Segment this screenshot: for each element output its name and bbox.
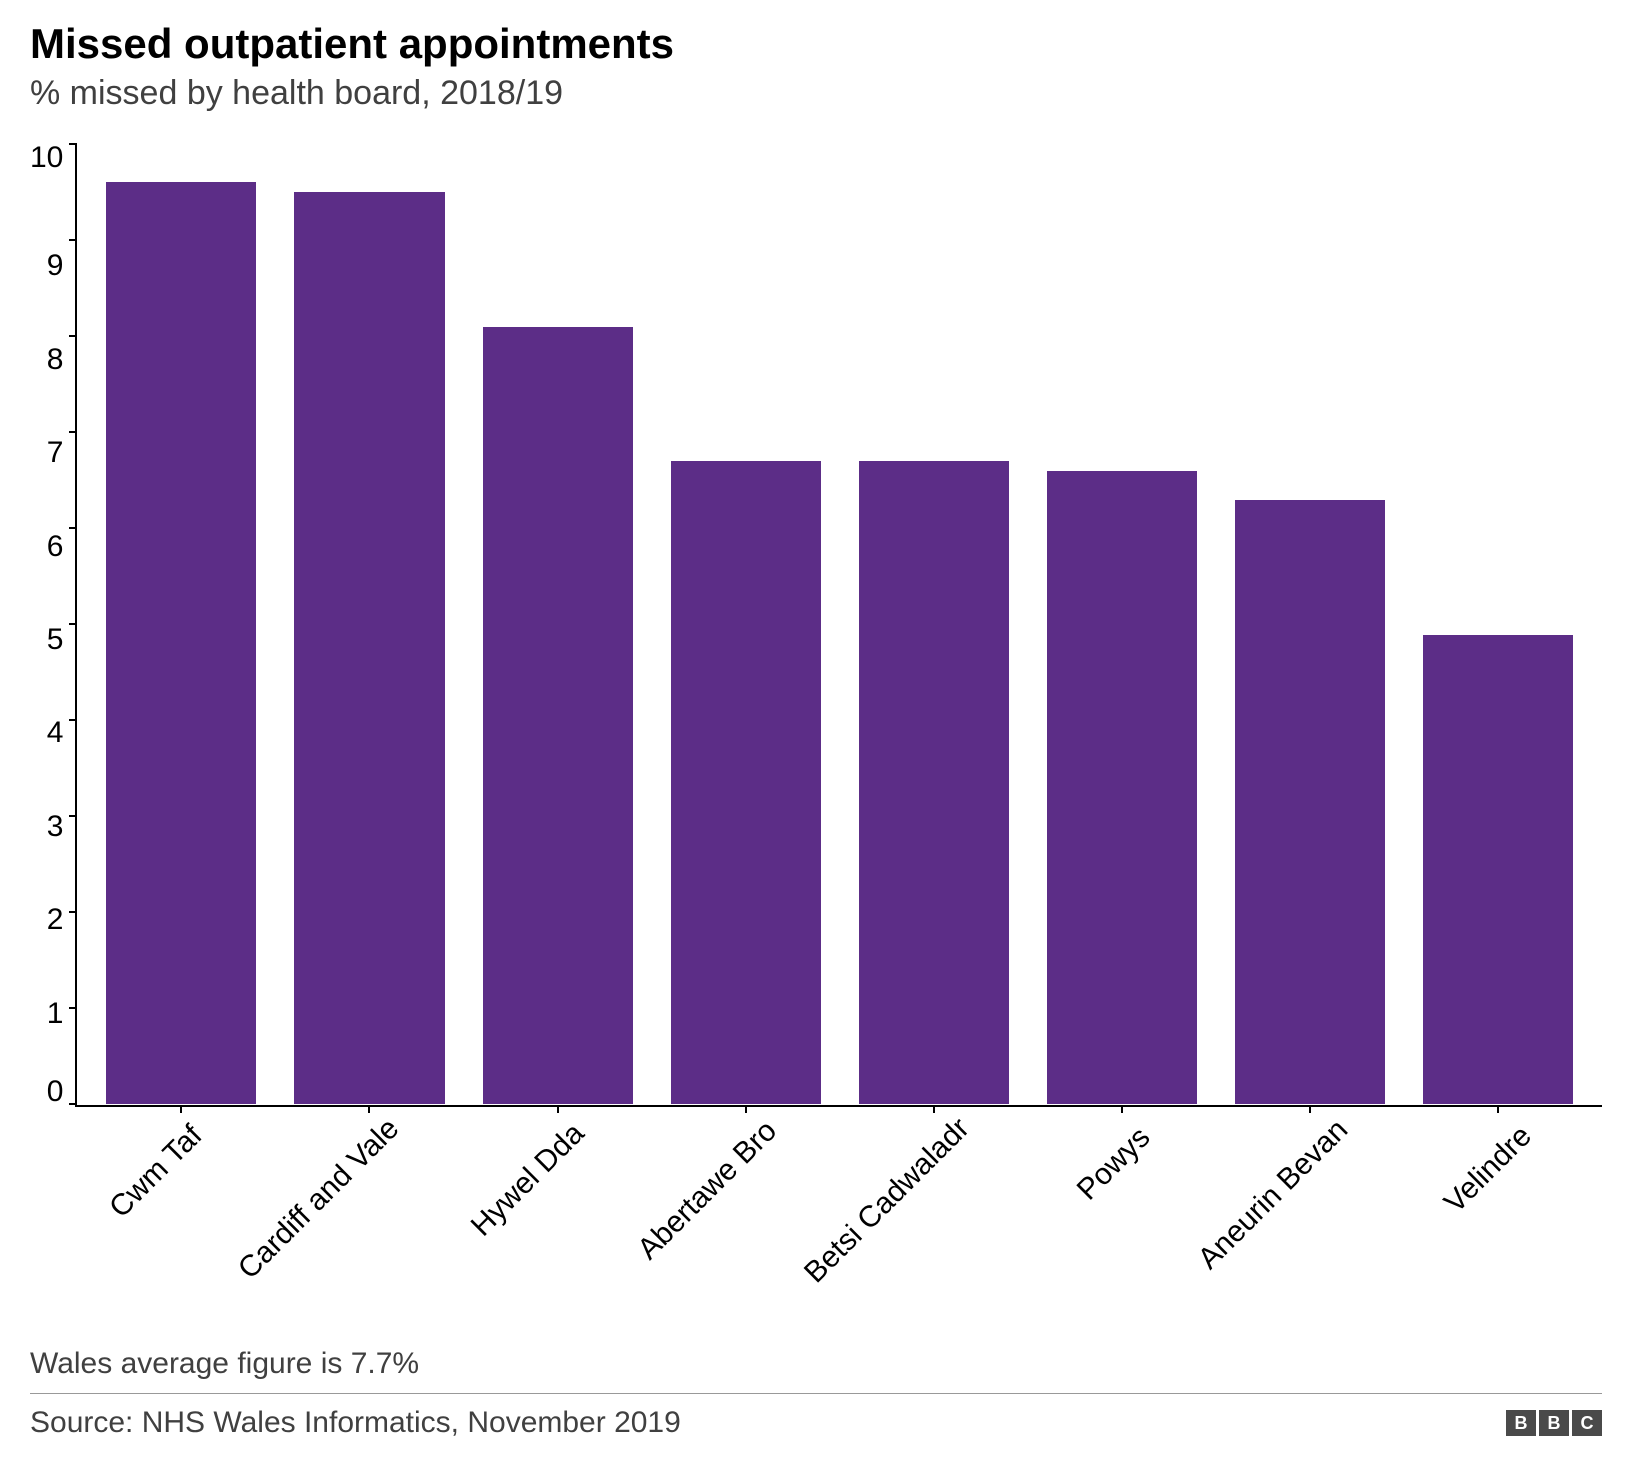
chart-source: Source: NHS Wales Informatics, November … bbox=[30, 1406, 681, 1440]
x-axis-label: Hywel Dda bbox=[465, 1117, 592, 1244]
bbc-logo: B B C bbox=[1506, 1410, 1602, 1436]
bar-slot bbox=[275, 143, 463, 1105]
y-tick-label: 10 bbox=[30, 143, 63, 173]
y-tick-mark bbox=[69, 1103, 77, 1105]
plot-area: 109876543210 bbox=[30, 143, 1602, 1107]
x-axis-label: Abertawe Bro bbox=[631, 1114, 784, 1267]
y-tick-label: 7 bbox=[47, 438, 64, 468]
x-axis-labels: Cwm Taf Cardiff and ValeHywel Dda Abertawe… bbox=[82, 1107, 1602, 1337]
y-tick-label: 8 bbox=[47, 345, 64, 375]
bbc-logo-b2: B bbox=[1539, 1410, 1569, 1436]
chart-title: Missed outpatient appointments bbox=[30, 20, 1602, 68]
x-label-slot: Cardiff and Vale bbox=[272, 1107, 462, 1337]
bar bbox=[1422, 634, 1574, 1105]
y-tick-mark bbox=[69, 911, 77, 913]
bars-region bbox=[75, 143, 1602, 1107]
chart-footnote: Wales average figure is 7.7% bbox=[30, 1337, 1602, 1394]
x-axis-label: Cwm Taf bbox=[103, 1119, 209, 1225]
bar-slot bbox=[840, 143, 1028, 1105]
bar bbox=[670, 460, 822, 1105]
y-tick-mark bbox=[69, 239, 77, 241]
y-tick-mark bbox=[69, 527, 77, 529]
x-label-slot: Velindre bbox=[1412, 1107, 1602, 1337]
y-tick-label: 6 bbox=[47, 532, 64, 562]
x-label-slot: Aneurin Bevan bbox=[1222, 1107, 1412, 1337]
y-tick-label: 2 bbox=[47, 905, 64, 935]
bar bbox=[293, 191, 445, 1105]
bar bbox=[1234, 499, 1386, 1105]
bar bbox=[482, 326, 634, 1105]
y-tick-mark bbox=[69, 623, 77, 625]
bar-slot bbox=[1216, 143, 1404, 1105]
source-row: Source: NHS Wales Informatics, November … bbox=[30, 1394, 1602, 1440]
y-tick-label: 9 bbox=[47, 251, 64, 281]
bar-slot bbox=[1404, 143, 1592, 1105]
bar bbox=[1046, 470, 1198, 1105]
y-tick-label: 1 bbox=[47, 999, 64, 1029]
y-tick-label: 4 bbox=[47, 718, 64, 748]
x-label-slot: Hywel Dda bbox=[462, 1107, 652, 1337]
x-label-slot: Powys bbox=[1032, 1107, 1222, 1337]
y-tick-mark bbox=[69, 1007, 77, 1009]
y-tick-label: 0 bbox=[47, 1077, 64, 1107]
bbc-logo-c: C bbox=[1572, 1410, 1602, 1436]
y-tick-marks bbox=[69, 143, 77, 1105]
chart-container: Missed outpatient appointments % missed … bbox=[30, 20, 1602, 1440]
bar-slot bbox=[87, 143, 275, 1105]
y-tick-mark bbox=[69, 815, 77, 817]
y-tick-label: 3 bbox=[47, 812, 64, 842]
y-tick-label: 5 bbox=[47, 625, 64, 655]
y-tick-mark bbox=[69, 143, 77, 145]
x-label-slot: Cwm Taf bbox=[82, 1107, 272, 1337]
x-axis-label: Powys bbox=[1071, 1121, 1158, 1208]
bar-slot bbox=[652, 143, 840, 1105]
y-tick-mark bbox=[69, 431, 77, 433]
y-tick-mark bbox=[69, 719, 77, 721]
y-tick-mark bbox=[69, 335, 77, 337]
bar-slot bbox=[464, 143, 652, 1105]
bars-inner bbox=[77, 143, 1602, 1105]
bar bbox=[105, 181, 257, 1105]
bar bbox=[858, 460, 1010, 1105]
bar-slot bbox=[1028, 143, 1216, 1105]
bbc-logo-b1: B bbox=[1506, 1410, 1536, 1436]
x-axis-label: Velindre bbox=[1438, 1119, 1539, 1220]
x-label-slot: Betsi Cadwaladr bbox=[842, 1107, 1032, 1337]
x-label-slot: Abertawe Bro bbox=[652, 1107, 842, 1337]
chart-subtitle: % missed by health board, 2018/19 bbox=[30, 74, 1602, 113]
